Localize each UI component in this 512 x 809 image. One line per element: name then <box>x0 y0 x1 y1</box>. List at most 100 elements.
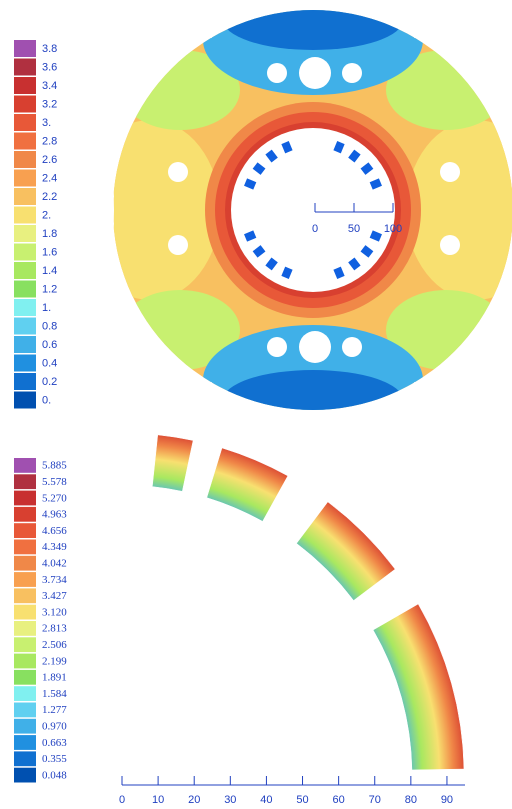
coil <box>297 502 396 601</box>
level-label: 0.355 <box>42 753 67 765</box>
color-swatch <box>14 207 36 224</box>
level-label: 2.199 <box>42 655 67 667</box>
color-swatch <box>14 670 36 685</box>
level-label: 4.349 <box>42 541 67 553</box>
color-swatch <box>14 621 36 636</box>
color-swatch <box>14 703 36 718</box>
color-swatch <box>14 77 36 94</box>
coil <box>152 435 193 491</box>
tick-label: 70 <box>369 794 381 806</box>
level-label: 1.2 <box>42 284 57 296</box>
color-swatch <box>14 735 36 750</box>
color-swatch <box>14 540 36 555</box>
level-label: 1.584 <box>42 688 67 700</box>
tick-label: 40 <box>260 794 272 806</box>
color-swatch <box>14 588 36 603</box>
level-label: 3.2 <box>42 99 57 111</box>
level-label: 3.8 <box>42 43 57 55</box>
tick-label: 80 <box>405 794 417 806</box>
tick-label: 100 <box>384 223 402 235</box>
level-label: 5.885 <box>42 460 67 472</box>
level-label: 1.6 <box>42 247 57 259</box>
color-swatch <box>14 151 36 168</box>
color-swatch <box>14 281 36 298</box>
level-label: 2.8 <box>42 136 57 148</box>
level-label: 0.048 <box>42 769 67 781</box>
level-label: 3.427 <box>42 590 67 602</box>
tick-label: 90 <box>441 794 453 806</box>
level-label: 1.4 <box>42 265 57 277</box>
level-label: 5.270 <box>42 492 67 504</box>
level-label: 0.2 <box>42 376 57 388</box>
level-label: 3.734 <box>42 574 67 586</box>
level-label: 0.8 <box>42 321 57 333</box>
figure: 3.83.63.43.23.2.82.62.42.22.1.81.61.41.2… <box>0 0 512 809</box>
level-label: 0. <box>42 395 51 407</box>
color-swatch <box>14 491 36 506</box>
color-swatch <box>14 225 36 242</box>
level-label: 0.6 <box>42 339 57 351</box>
color-swatch <box>14 637 36 652</box>
coil <box>207 448 288 521</box>
tick-label: 20 <box>188 794 200 806</box>
level-label: 2.6 <box>42 154 57 166</box>
level-label: 3.120 <box>42 606 67 618</box>
color-swatch <box>14 188 36 205</box>
color-swatch <box>14 262 36 279</box>
color-swatch <box>14 244 36 261</box>
level-label: 0.970 <box>42 720 67 732</box>
level-label: 2.506 <box>42 639 67 651</box>
color-swatch <box>14 686 36 701</box>
level-label: 2.4 <box>42 173 57 185</box>
x-axis <box>122 776 465 785</box>
color-swatch <box>14 59 36 76</box>
level-label: 3. <box>42 117 51 129</box>
color-swatch <box>14 299 36 316</box>
level-label: 0.663 <box>42 737 67 749</box>
color-swatch <box>14 96 36 113</box>
field-map <box>80 0 512 435</box>
color-swatch <box>14 40 36 57</box>
level-label: 1.891 <box>42 672 67 684</box>
color-swatch <box>14 605 36 620</box>
level-label: 2. <box>42 210 51 222</box>
color-swatch <box>14 114 36 131</box>
level-label: 3.4 <box>42 80 57 92</box>
colorbar: 5.885 5.578 5.270 4.963 4.656 4.349 4.042 3.734… <box>14 458 67 783</box>
coil <box>373 604 464 770</box>
level-label: 3.6 <box>42 62 57 74</box>
level-label: 4.656 <box>42 525 67 537</box>
tick-label: 10 <box>152 794 164 806</box>
color-swatch <box>14 133 36 150</box>
coil-blocks <box>152 435 464 770</box>
color-swatch <box>14 458 36 473</box>
color-swatch <box>14 474 36 489</box>
level-label: 1. <box>42 302 51 314</box>
color-swatch <box>14 392 36 409</box>
level-label: 2.813 <box>42 623 67 635</box>
color-swatch <box>14 719 36 734</box>
level-label: 2.2 <box>42 191 57 203</box>
level-label: 1.8 <box>42 228 57 240</box>
color-swatch <box>14 170 36 187</box>
color-swatch <box>14 507 36 522</box>
level-label: 5.578 <box>42 476 67 488</box>
color-swatch <box>14 318 36 335</box>
tick-label: 30 <box>224 794 236 806</box>
color-swatch <box>14 556 36 571</box>
level-label: 4.042 <box>42 557 67 569</box>
tick-label: 50 <box>296 794 308 806</box>
color-swatch <box>14 751 36 766</box>
tick-label: 0 <box>312 223 318 235</box>
level-label: 1.277 <box>42 704 67 716</box>
color-swatch <box>14 373 36 390</box>
level-label: 0.4 <box>42 358 57 370</box>
level-label: 4.963 <box>42 509 67 521</box>
tick-label: 50 <box>348 223 360 235</box>
tick-label: 60 <box>333 794 345 806</box>
color-swatch <box>14 768 36 783</box>
color-swatch <box>14 523 36 538</box>
tick-label: 0 <box>119 794 125 806</box>
colorbar: 3.8 3.6 3.4 3.2 3. 2.8 2.6 2.4 2.2 2. 1.8 1.6 1.4 1.2… <box>14 40 57 409</box>
color-swatch <box>14 572 36 587</box>
